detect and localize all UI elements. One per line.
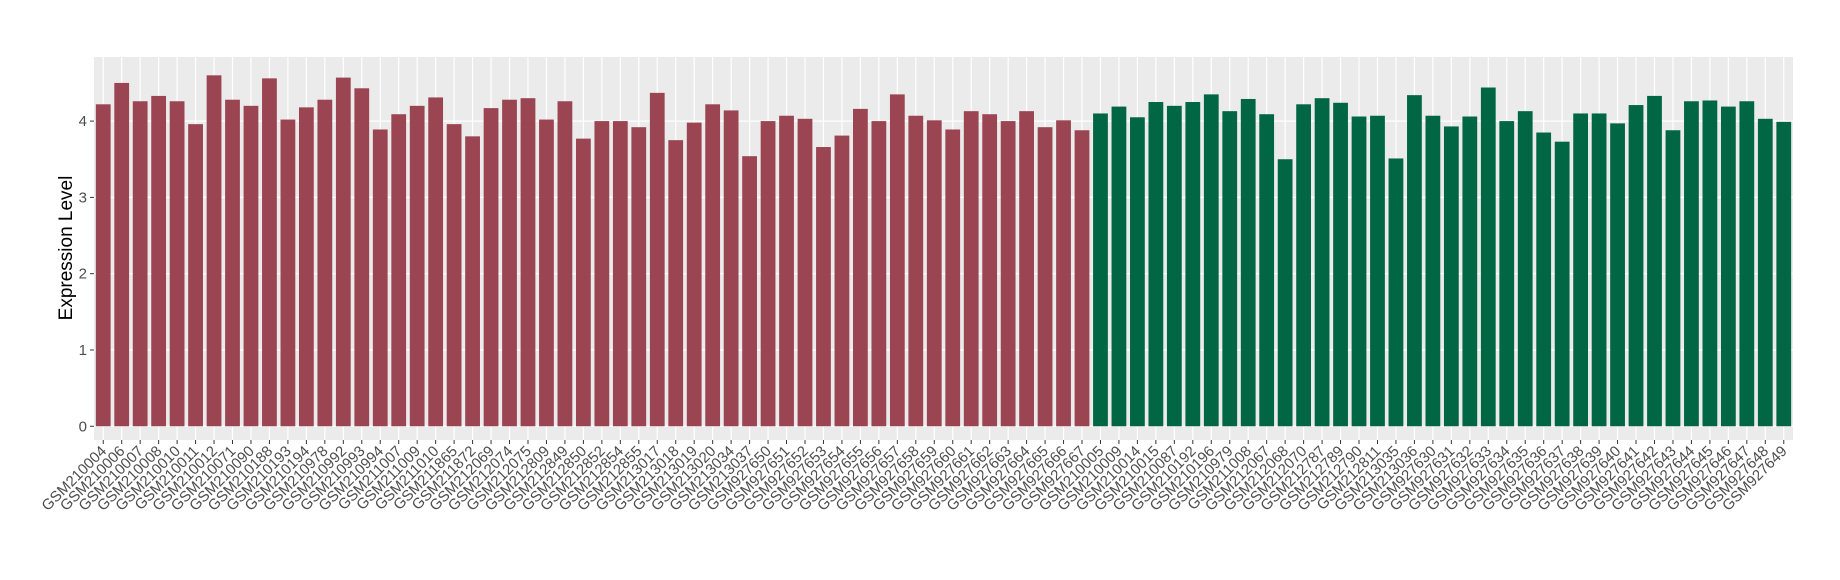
- bar: [723, 110, 739, 427]
- bar: [649, 92, 665, 427]
- bar: [1573, 113, 1589, 427]
- bar: [114, 82, 130, 427]
- bar: [612, 121, 628, 427]
- bar: [1499, 121, 1515, 427]
- bar: [1093, 113, 1108, 427]
- bar: [1443, 126, 1459, 427]
- bar: [1739, 101, 1755, 427]
- y-tick-label: 3: [79, 189, 87, 206]
- bar: [1591, 113, 1607, 427]
- bar: [1388, 158, 1404, 427]
- bar: [889, 94, 905, 427]
- bar: [1554, 141, 1570, 427]
- bar: [243, 105, 259, 427]
- bar: [1647, 95, 1662, 427]
- bar: [1056, 120, 1071, 427]
- bar: [594, 121, 610, 427]
- bar: [1333, 102, 1348, 427]
- bar: [1610, 123, 1625, 427]
- bar: [520, 98, 536, 427]
- bar: [779, 115, 794, 427]
- bar: [982, 114, 998, 427]
- bar: [557, 101, 573, 427]
- bar: [631, 127, 647, 427]
- bar: [834, 135, 850, 427]
- bar: [391, 114, 407, 427]
- bar: [1111, 106, 1127, 427]
- bar: [797, 118, 813, 427]
- bar: [335, 77, 351, 427]
- bar: [705, 104, 721, 427]
- bar: [151, 95, 167, 427]
- bar: [1130, 117, 1145, 427]
- bar: [963, 111, 979, 427]
- y-tick-label: 2: [79, 266, 87, 283]
- bar: [945, 129, 961, 427]
- bar: [1203, 94, 1219, 427]
- bar: [1462, 116, 1478, 427]
- bar: [1019, 111, 1034, 427]
- bar: [908, 115, 924, 427]
- bar: [871, 121, 887, 427]
- bar: [132, 101, 148, 427]
- bar: [1222, 111, 1238, 427]
- bar: [816, 147, 831, 427]
- bar: [1536, 132, 1552, 427]
- bar: [298, 107, 314, 427]
- bar: [354, 88, 370, 427]
- bar: [483, 108, 499, 427]
- bar: [317, 99, 333, 427]
- bar: [1480, 87, 1496, 427]
- bar: [1407, 95, 1422, 427]
- bar: [1277, 159, 1293, 427]
- bar: [95, 104, 111, 427]
- bar: [1148, 102, 1164, 427]
- bar: [539, 119, 554, 427]
- bar: [206, 75, 222, 427]
- bar: [1776, 121, 1792, 427]
- bar: [372, 129, 388, 427]
- bar: [742, 156, 757, 427]
- bar: [1517, 111, 1533, 427]
- bar: [1000, 121, 1016, 427]
- bar: [575, 138, 591, 427]
- bar: [1370, 115, 1385, 427]
- bar: [1037, 127, 1053, 427]
- bar: [1757, 118, 1773, 427]
- bar: [1628, 105, 1644, 427]
- bar: [926, 120, 942, 427]
- bar: [853, 108, 868, 427]
- bar: [446, 124, 462, 427]
- bar: [280, 119, 296, 427]
- bar: [1702, 100, 1718, 427]
- y-axis-title: Expression Level: [56, 176, 77, 321]
- y-tick-label: 1: [79, 342, 87, 359]
- bar: [1351, 116, 1367, 427]
- bar: [428, 97, 444, 427]
- bar: [1185, 102, 1201, 427]
- bar: [1240, 98, 1256, 427]
- bar: [225, 99, 240, 427]
- y-tick-label: 4: [79, 113, 87, 130]
- bar: [1166, 105, 1182, 427]
- bar: [1720, 106, 1736, 427]
- bar: [668, 140, 684, 427]
- bar: [188, 124, 203, 427]
- bar: [1425, 115, 1441, 427]
- bar: [409, 105, 425, 427]
- bar: [1314, 98, 1330, 427]
- bar: [1259, 114, 1275, 427]
- bar: [760, 121, 776, 427]
- bar: [686, 122, 702, 427]
- bar: [1665, 130, 1681, 427]
- bar: [262, 78, 277, 427]
- bar: [502, 99, 517, 427]
- bar: [1684, 101, 1699, 427]
- bar: [1074, 130, 1090, 427]
- bar: [169, 101, 185, 427]
- bar: [465, 136, 480, 427]
- y-tick-label: 0: [79, 418, 87, 435]
- bar: [1296, 104, 1312, 427]
